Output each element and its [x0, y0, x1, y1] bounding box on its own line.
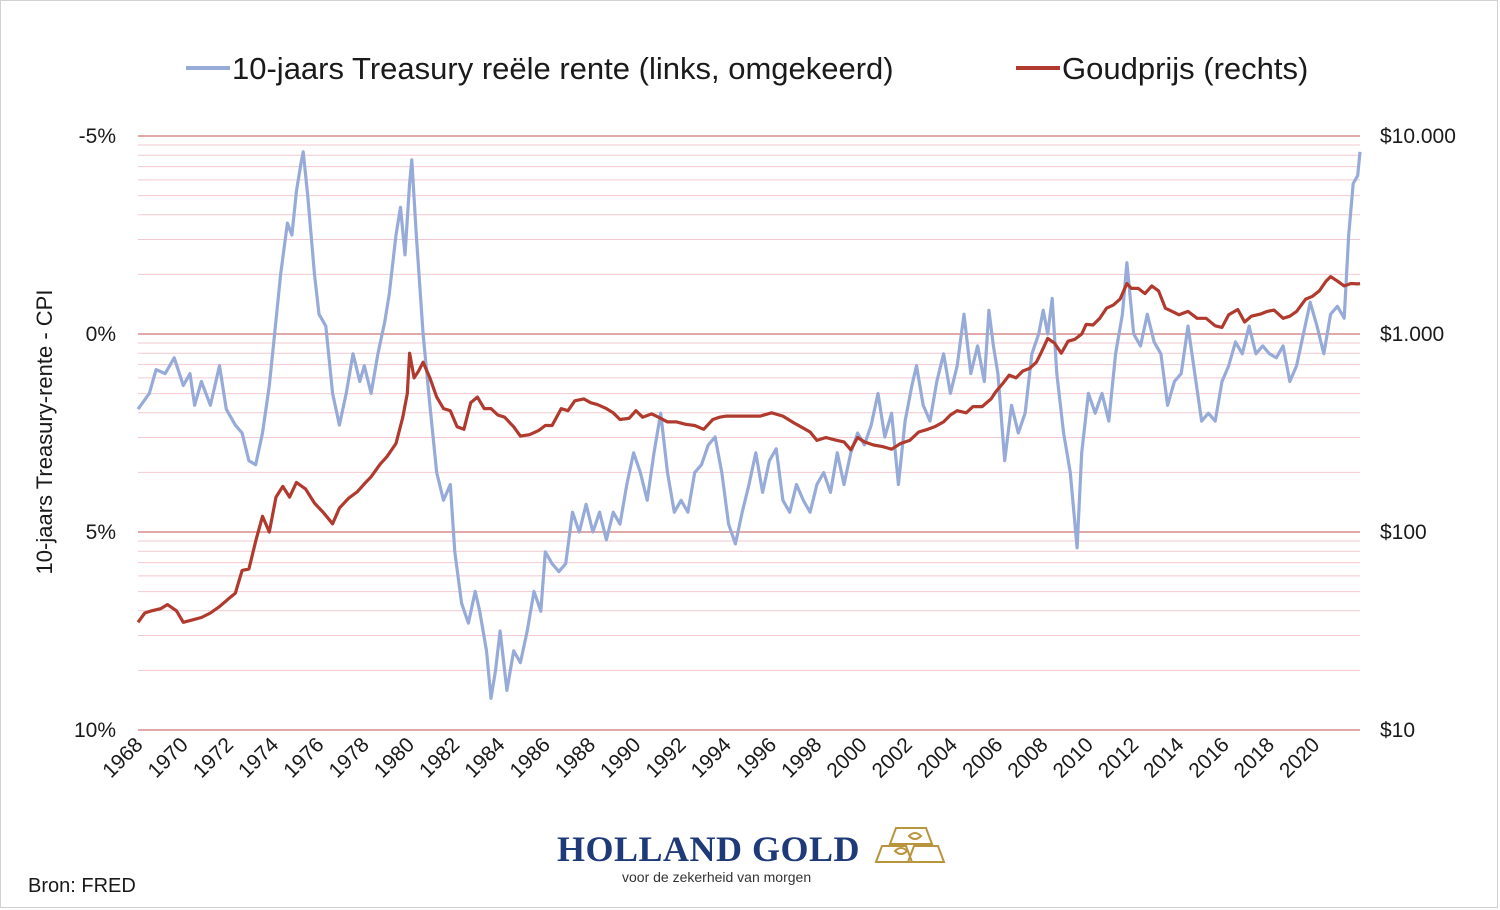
left-tick-label: 10% — [74, 719, 116, 742]
logo-wordmark: HOLLAND GOLD — [557, 829, 860, 869]
x-tick-label: 1988 — [551, 733, 600, 782]
x-tick-label: 2014 — [1139, 733, 1189, 783]
series-line-gold — [136, 275, 1361, 624]
left-axis-ticks: -5% 0% 5% 10% — [74, 125, 116, 742]
logo-tagline: voor de zekerheid van morgen — [622, 869, 811, 885]
x-tick-label: 1984 — [460, 733, 510, 783]
left-tick-label: -5% — [79, 125, 116, 148]
x-tick-label: 2018 — [1230, 733, 1279, 782]
right-tick-label: $10 — [1380, 719, 1415, 742]
x-tick-label: 1992 — [641, 733, 690, 782]
right-axis-ticks: $10.000 $1.000 $100 $10 — [1380, 125, 1456, 742]
left-axis-title: 10-jaars Treasury-rente - CPI — [32, 290, 57, 575]
logo: HOLLAND GOLD voor de zekerheid van morge… — [557, 827, 946, 885]
x-tick-label: 2010 — [1049, 733, 1098, 782]
x-tick-label: 1994 — [687, 733, 737, 783]
series-line-real-rate — [136, 150, 1362, 700]
x-tick-label: 2020 — [1275, 733, 1324, 782]
x-tick-label: 2008 — [1003, 733, 1052, 782]
x-tick-label: 2012 — [1094, 733, 1143, 782]
source-note: Bron: FRED — [28, 875, 136, 897]
legend-label-gold: Goudprijs (rechts) — [1062, 51, 1308, 86]
left-tick-label: 0% — [86, 323, 116, 346]
gold-bars-icon — [874, 827, 946, 863]
x-tick-label: 2016 — [1184, 733, 1233, 782]
x-tick-label: 1972 — [189, 733, 238, 782]
major-gridlines — [138, 135, 1360, 731]
x-tick-label: 2004 — [913, 733, 963, 783]
x-tick-label: 2006 — [958, 733, 1007, 782]
minor-gridlines — [138, 144, 1360, 671]
x-tick-label: 1980 — [370, 733, 419, 782]
left-tick-label: 5% — [86, 521, 116, 544]
x-tick-label: 1976 — [279, 733, 328, 782]
x-tick-label: 1996 — [732, 733, 781, 782]
x-tick-label: 1982 — [415, 733, 464, 782]
x-tick-label: 1986 — [506, 733, 555, 782]
right-tick-label: $10.000 — [1380, 125, 1456, 148]
x-axis-ticks: 1968197019721974197619781980198219841986… — [98, 733, 1324, 783]
x-tick-label: 1990 — [596, 733, 645, 782]
x-tick-label: 2000 — [822, 733, 871, 782]
legend-label-real-rate: 10-jaars Treasury reële rente (links, om… — [232, 51, 894, 86]
x-tick-label: 1974 — [234, 733, 284, 783]
x-tick-label: 1998 — [777, 733, 826, 782]
right-tick-label: $1.000 — [1380, 323, 1444, 346]
x-tick-label: 2002 — [868, 733, 917, 782]
right-tick-label: $100 — [1380, 521, 1427, 544]
x-tick-label: 1978 — [325, 733, 374, 782]
legend: 10-jaars Treasury reële rente (links, om… — [186, 51, 1308, 86]
x-tick-label: 1970 — [143, 733, 192, 782]
